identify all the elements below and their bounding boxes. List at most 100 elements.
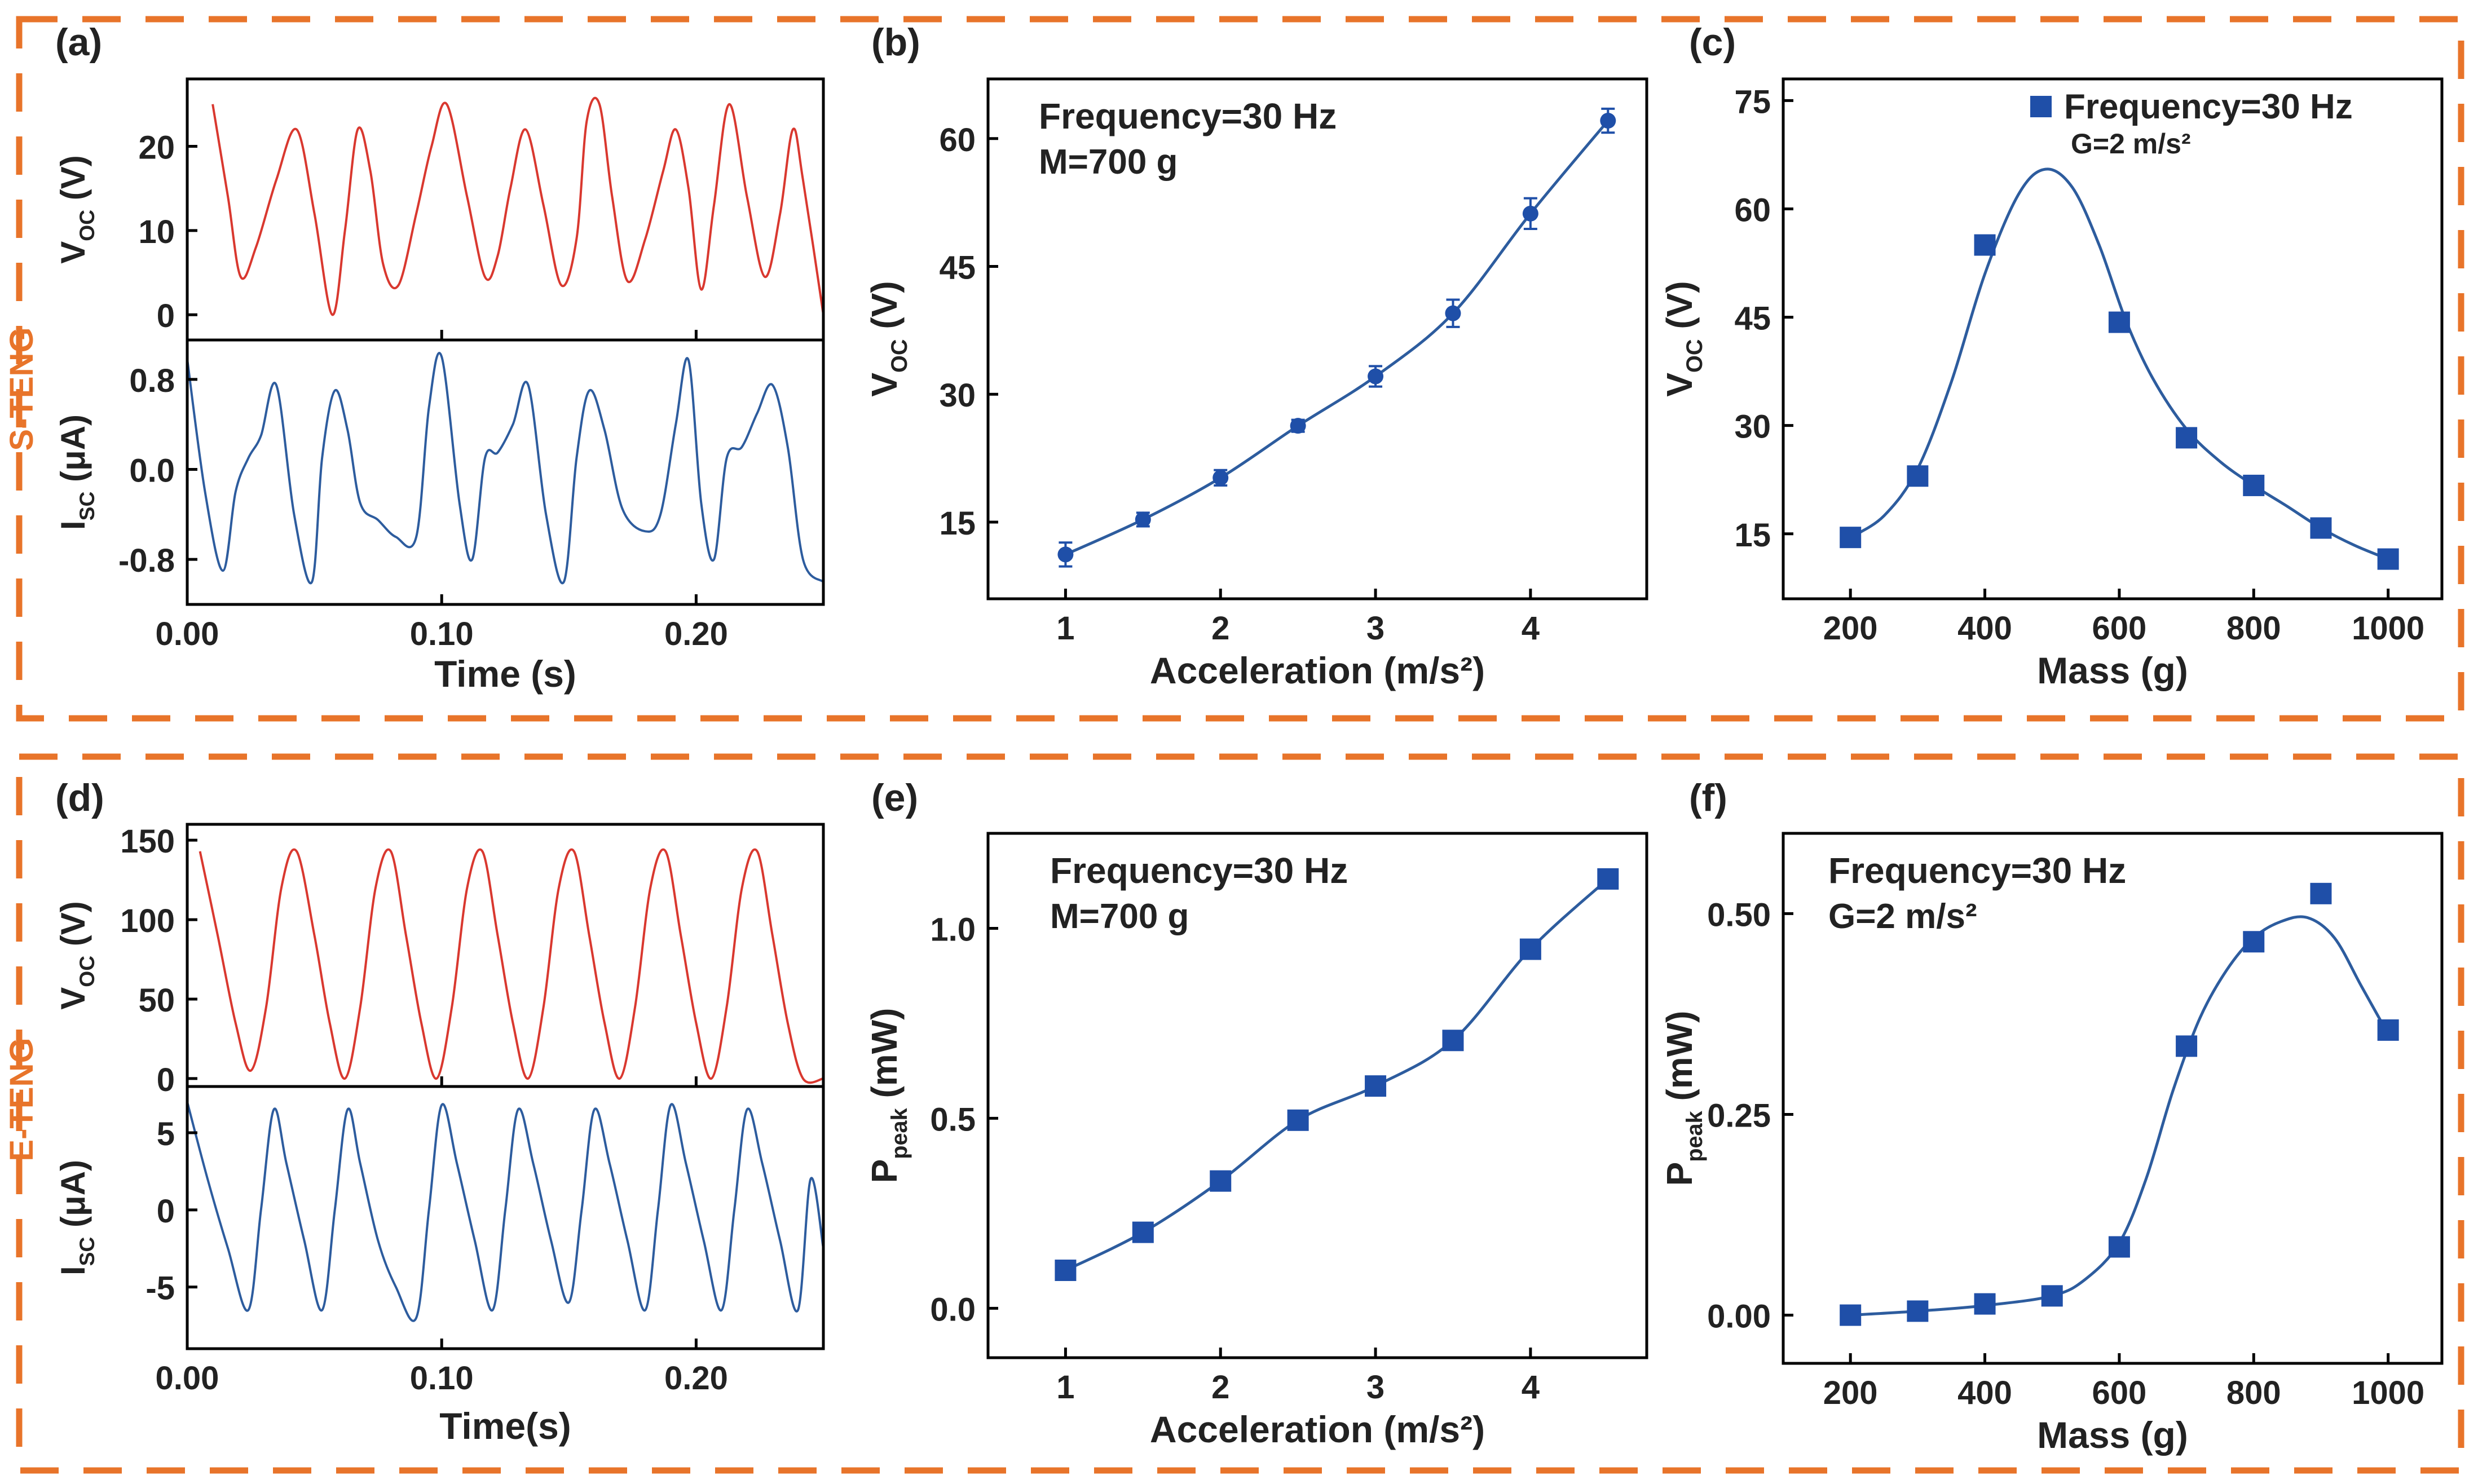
panel-f-xlabel: Mass (g) <box>2037 1414 2188 1456</box>
e-teng-label: E-TENG <box>3 1037 40 1161</box>
panel-a-subplot-1: -0.8 0.0 0.8 0.00 0.10 0.20 ISC (μA) <box>54 338 825 652</box>
panel-b-ytick-label-3: 60 <box>939 122 976 158</box>
panel-c-ylabel: VOC (V) <box>1659 281 1707 396</box>
panel-d-series-isc <box>187 1101 823 1322</box>
panel-c-xtick-label-1: 400 <box>1957 610 2012 647</box>
panel-f-xtick-label-0: 200 <box>1823 1375 1878 1411</box>
panel-c-point-6 <box>2310 517 2332 539</box>
chart-c: 15 30 45 60 75 200 400 600 800 1000 VOC (V) Mass (g… <box>1659 77 2444 691</box>
panel-c-legend-label: Frequency=30 Hz <box>2064 87 2353 126</box>
panel-a-subplot-0-ytick-label-0: 0 <box>157 298 175 334</box>
panel-e-point-0 <box>1055 1260 1077 1281</box>
panel-b-xtick-label-2: 3 <box>1366 610 1384 647</box>
panel-b-frame <box>986 77 1648 600</box>
panel-f-point-2 <box>1974 1293 1996 1315</box>
panel-e-xlabel: Acceleration (m/s²) <box>1150 1408 1485 1450</box>
panel-label-d: (d) <box>55 776 104 819</box>
panel-e-ylabel-text: Ppeak (mW) <box>864 1008 912 1183</box>
panel-e-point-4 <box>1365 1075 1387 1097</box>
panel-f-ytick-label-0: 0.00 <box>1707 1298 1771 1335</box>
panel-f-annotation-0: Frequency=30 Hz <box>1828 850 2126 891</box>
panel-b-ylabel-text: VOC (V) <box>864 281 912 396</box>
panel-e-ylabel: Ppeak (mW) <box>864 1008 912 1183</box>
panel-a-series-isc <box>187 352 823 585</box>
panel-f-annotation-1: G=2 m/s² <box>1828 897 1977 936</box>
panel-a-subplot-1-ytick-label-2: 0.8 <box>129 363 175 399</box>
panel-f-ylabel-text: Ppeak (mW) <box>1659 1011 1707 1186</box>
panel-d-subplot-0-ylabel: VOC (V) <box>54 901 99 1009</box>
panel-e-annotation-0: Frequency=30 Hz <box>1050 850 1348 891</box>
panel-c-point-5 <box>2243 474 2265 496</box>
panel-b-point-1 <box>1135 511 1151 528</box>
panel-c-ylabel-text: VOC (V) <box>1659 281 1707 396</box>
panel-label-b: (b) <box>871 21 920 64</box>
panel-b-ytick-label-0: 15 <box>939 505 976 542</box>
panel-e-xtick-label-1: 2 <box>1211 1369 1229 1406</box>
panel-d-subplot-0-ytick-label-1: 50 <box>138 982 175 1019</box>
panel-e-xtick-label-2: 3 <box>1366 1369 1384 1406</box>
panel-d-subplot-1-xtick-label-2: 0.20 <box>664 1360 728 1397</box>
s-teng-frame <box>16 16 2464 722</box>
panel-a-subplot-1-ytick-label-1: 0.0 <box>129 453 175 489</box>
panel-b-xtick-label-0: 1 <box>1056 610 1074 647</box>
panel-f-point-1 <box>1907 1300 1929 1322</box>
panel-d-subplot-0-ytick-label-3: 150 <box>120 823 175 860</box>
panel-a-subplot-0-ytick-label-1: 10 <box>138 214 175 250</box>
panel-b-point-2 <box>1212 470 1229 486</box>
panel-e-point-6 <box>1519 938 1541 960</box>
chart-d: 0 50 100 150 VOC (V) -5 0 5 0.00 0.10 0.20 ISC (μA)… <box>54 823 825 1447</box>
panel-d-series-voc <box>199 848 823 1084</box>
panel-f-point-8 <box>2377 1019 2399 1041</box>
panel-c-ytick-label-2: 45 <box>1734 301 1771 337</box>
panel-b-line <box>1065 120 1610 556</box>
panel-label-a: (a) <box>55 21 102 64</box>
panel-a-subplot-0-ylabel: VOC (V) <box>54 155 99 263</box>
panel-a-subplot-1-xtick-label-1: 0.10 <box>410 616 474 652</box>
panel-f-xtick-label-3: 800 <box>2226 1375 2281 1411</box>
panel-e-point-7 <box>1597 868 1619 890</box>
panel-d-subplot-0: 0 50 100 150 VOC (V) <box>54 823 825 1098</box>
panel-d-xlabel: Time(s) <box>439 1405 571 1447</box>
panel-f-point-6 <box>2243 931 2265 953</box>
panel-d-subplot-0-frame <box>186 823 825 1088</box>
panel-c-point-3 <box>2108 311 2130 333</box>
chart-e: 0.0 0.5 1.0 1 2 3 4 Ppeak (mW) Acceleration (m/s… <box>864 832 1648 1450</box>
panel-c-ytick-label-4: 75 <box>1734 83 1771 120</box>
panel-b-xtick-label-3: 4 <box>1522 610 1540 647</box>
panel-a-subplot-0: 0 10 20 VOC (V) <box>54 77 825 342</box>
panel-a-subplot-1-xtick-label-0: 0.00 <box>156 616 219 652</box>
panel-e-ytick-label-1: 0.5 <box>930 1101 976 1138</box>
panel-b-point-5 <box>1445 305 1461 321</box>
panel-d-subplot-1-ytick-label-0: -5 <box>145 1270 175 1307</box>
panel-f-xtick-label-4: 1000 <box>2352 1375 2424 1411</box>
chart-b: 15 30 45 60 1 2 3 4 VOC (V) Acceleration (m/s²) Fr… <box>864 77 1648 691</box>
panel-d-subplot-1-ytick-label-2: 5 <box>157 1116 175 1152</box>
panel-f-fit-curve <box>1850 915 2389 1317</box>
panel-c-xtick-label-4: 1000 <box>2352 610 2424 647</box>
panel-b-point-6 <box>1522 205 1538 222</box>
panel-c-xtick-label-2: 600 <box>2092 610 2147 647</box>
panel-d-subplot-0-ytick-label-2: 100 <box>120 903 175 939</box>
panel-a-series-voc <box>211 96 823 316</box>
panel-e-point-2 <box>1210 1170 1232 1192</box>
panel-c-point-0 <box>1840 527 1862 549</box>
panel-d-subplot-1-xtick-label-0: 0.00 <box>156 1360 219 1397</box>
panel-c-point-2 <box>1974 234 1996 256</box>
s-teng-label: S-TENG <box>3 327 40 450</box>
panel-b-point-0 <box>1057 546 1074 563</box>
panel-a-subplot-1-frame <box>186 338 825 606</box>
panel-c-point-4 <box>2176 427 2198 449</box>
panel-c-ytick-label-3: 60 <box>1734 192 1771 229</box>
panel-c-point-1 <box>1907 465 1929 487</box>
panel-a-subplot-0-ylabel-text: VOC (V) <box>54 155 99 263</box>
panel-a-subplot-1-ylabel: ISC (μA) <box>54 414 99 530</box>
panel-d-subplot-0-ytick-label-0: 0 <box>157 1062 175 1098</box>
panel-b-ylabel: VOC (V) <box>864 281 912 396</box>
panel-label-c: (c) <box>1689 21 1736 64</box>
panel-e-xtick-label-3: 4 <box>1522 1369 1540 1406</box>
panel-e-point-1 <box>1132 1221 1154 1243</box>
chart-a: 0 10 20 VOC (V) -0.8 0.0 0.8 0.00 0.10 0.20 ISC (μ… <box>54 77 825 695</box>
panel-a-subplot-1-ytick-label-0: -0.8 <box>118 542 175 579</box>
panel-f-ytick-label-2: 0.50 <box>1707 896 1771 933</box>
